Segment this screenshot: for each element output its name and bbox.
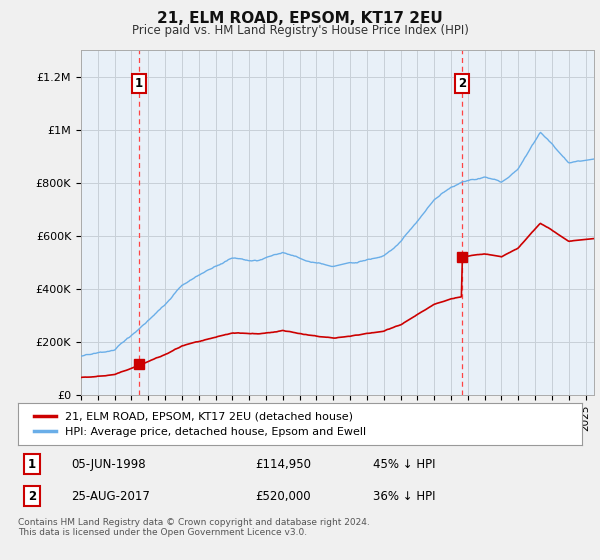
- Text: 05-JUN-1998: 05-JUN-1998: [71, 458, 146, 470]
- Text: £114,950: £114,950: [255, 458, 311, 470]
- Text: 25-AUG-2017: 25-AUG-2017: [71, 490, 151, 503]
- Legend: 21, ELM ROAD, EPSOM, KT17 2EU (detached house), HPI: Average price, detached hou: 21, ELM ROAD, EPSOM, KT17 2EU (detached …: [29, 407, 370, 441]
- Text: 2: 2: [28, 490, 36, 503]
- Text: 45% ↓ HPI: 45% ↓ HPI: [373, 458, 436, 470]
- Text: 2: 2: [458, 77, 466, 90]
- Text: 1: 1: [134, 77, 143, 90]
- Text: 36% ↓ HPI: 36% ↓ HPI: [373, 490, 436, 503]
- Text: £520,000: £520,000: [255, 490, 311, 503]
- Text: 1: 1: [28, 458, 36, 470]
- Text: Price paid vs. HM Land Registry's House Price Index (HPI): Price paid vs. HM Land Registry's House …: [131, 24, 469, 36]
- Text: Contains HM Land Registry data © Crown copyright and database right 2024.
This d: Contains HM Land Registry data © Crown c…: [18, 518, 370, 538]
- Text: 21, ELM ROAD, EPSOM, KT17 2EU: 21, ELM ROAD, EPSOM, KT17 2EU: [157, 11, 443, 26]
